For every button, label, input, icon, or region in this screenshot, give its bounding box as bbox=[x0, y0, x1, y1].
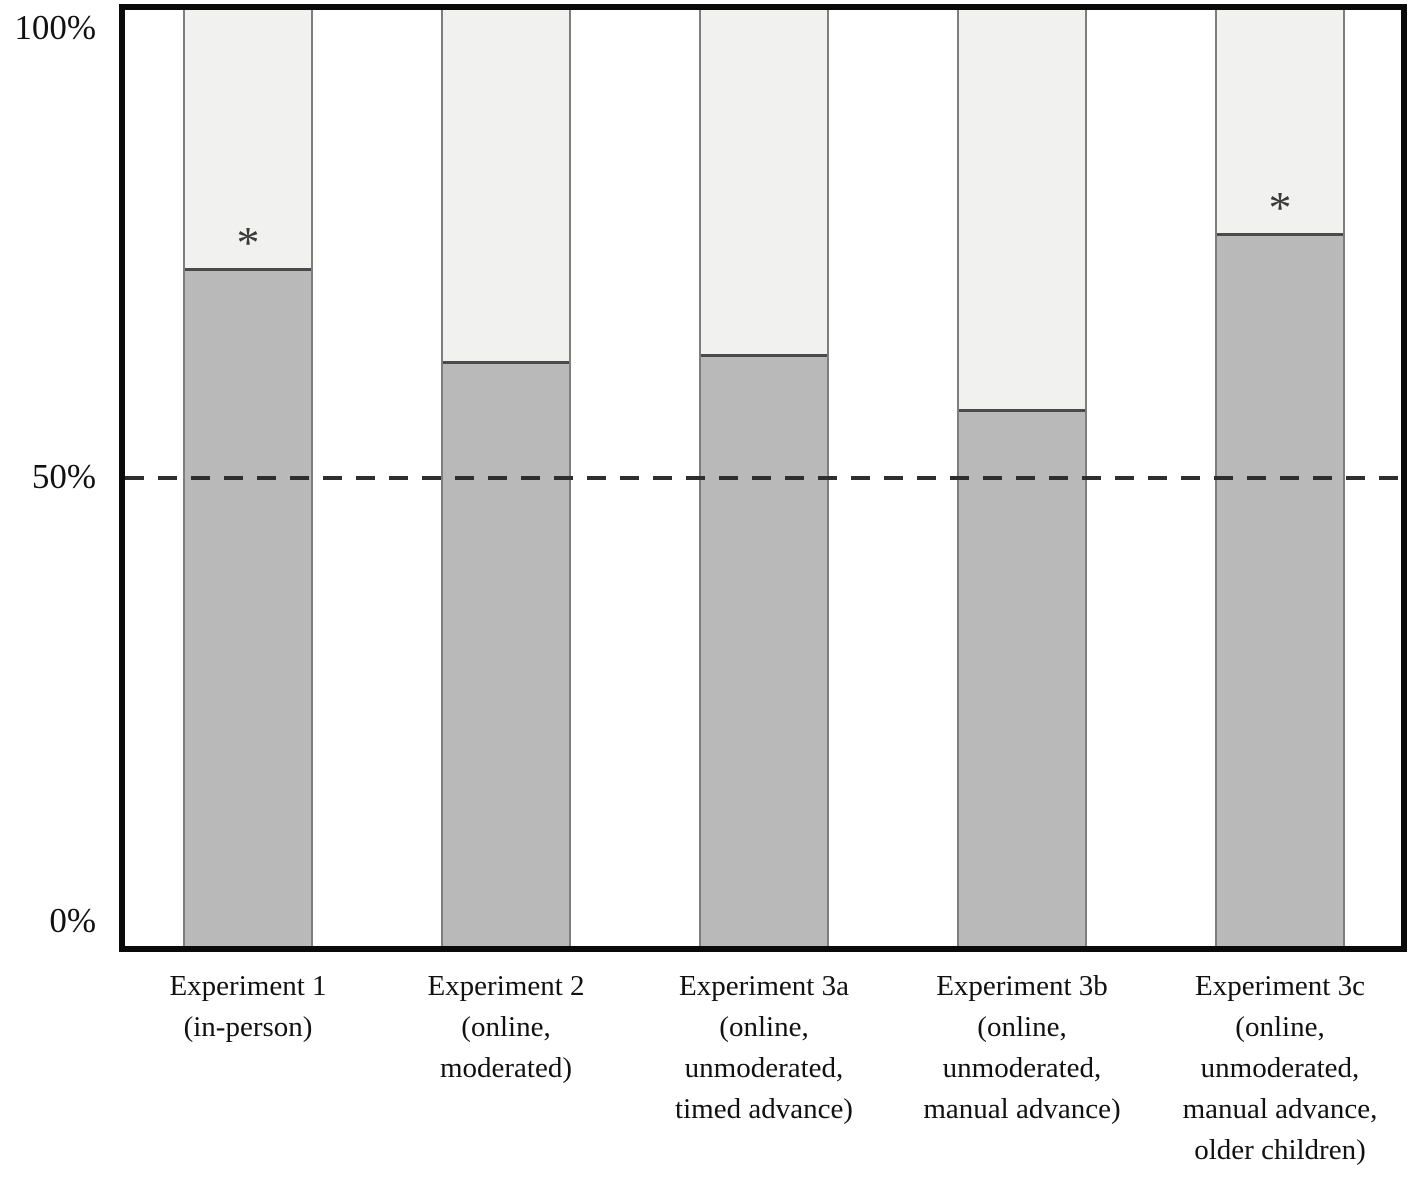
x-axis-label-line: unmoderated, bbox=[684, 1052, 844, 1084]
y-axis-tick-label-100: 100% bbox=[14, 8, 96, 47]
y-axis-tick-label-50: 50% bbox=[31, 457, 96, 496]
x-axis-label-experiment-4: Experiment 3b (online, unmoderated, manual … bbox=[857, 966, 1187, 1130]
bar-upper-light-segment bbox=[443, 10, 569, 361]
bar-lower-dark-segment bbox=[959, 408, 1085, 946]
x-axis-label-line: unmoderated, bbox=[942, 1052, 1102, 1084]
x-axis-labels: Experiment 1 (in-person) Experiment 2 (onli… bbox=[0, 966, 1419, 1178]
x-axis-label-line: (in-person) bbox=[183, 1011, 313, 1043]
bar-experiment-2 bbox=[441, 10, 571, 946]
x-axis-label-line: (online, bbox=[461, 1011, 551, 1043]
x-axis-label-line: Experiment 3c bbox=[1195, 970, 1365, 1002]
x-axis-label-line: Experiment 3b bbox=[936, 970, 1108, 1002]
x-axis-label-line: (online, bbox=[977, 1011, 1067, 1043]
x-axis-label-line: Experiment 3a bbox=[679, 970, 849, 1002]
x-axis-label-experiment-3: Experiment 3a (online, unmoderated, timed a… bbox=[599, 966, 929, 1130]
x-axis-label-experiment-1: Experiment 1 (in-person) bbox=[83, 966, 413, 1048]
x-axis-label-line: manual advance) bbox=[923, 1093, 1121, 1125]
bar-upper-light-segment bbox=[185, 10, 311, 269]
x-axis-label-line: (online, bbox=[719, 1011, 809, 1043]
x-axis-label-line: timed advance) bbox=[675, 1093, 853, 1125]
x-axis-label-experiment-5: Experiment 3c (online, unmoderated, manual … bbox=[1115, 966, 1419, 1171]
y-axis-tick-label-0: 0% bbox=[49, 901, 96, 940]
bar-experiment-1: * bbox=[183, 10, 313, 946]
x-axis-label-line: Experiment 2 bbox=[427, 970, 585, 1002]
bar-upper-light-segment bbox=[1217, 10, 1343, 233]
bar-lower-dark-segment bbox=[185, 268, 311, 946]
x-axis-label-line: moderated) bbox=[439, 1052, 573, 1084]
x-axis-label-experiment-2: Experiment 2 (online, moderated) bbox=[341, 966, 671, 1089]
bar-lower-dark-segment bbox=[701, 353, 827, 946]
bar-upper-light-segment bbox=[701, 10, 827, 354]
x-axis-label-line: unmoderated, bbox=[1200, 1052, 1360, 1084]
bar-lower-dark-segment bbox=[443, 361, 569, 946]
plot-inner: * * bbox=[125, 10, 1401, 946]
x-axis-label-line: manual advance, bbox=[1182, 1093, 1378, 1125]
x-axis-label-line: older children) bbox=[1194, 1134, 1366, 1166]
bar-experiment-3 bbox=[699, 10, 829, 946]
fifty-percent-reference-line bbox=[125, 476, 1401, 480]
bar-upper-light-segment bbox=[959, 10, 1085, 409]
plot-area: * * bbox=[119, 4, 1407, 952]
bar-lower-dark-segment bbox=[1217, 232, 1343, 946]
x-axis-label-line: Experiment 1 bbox=[169, 970, 327, 1002]
x-axis-label-line: (online, bbox=[1235, 1011, 1325, 1043]
